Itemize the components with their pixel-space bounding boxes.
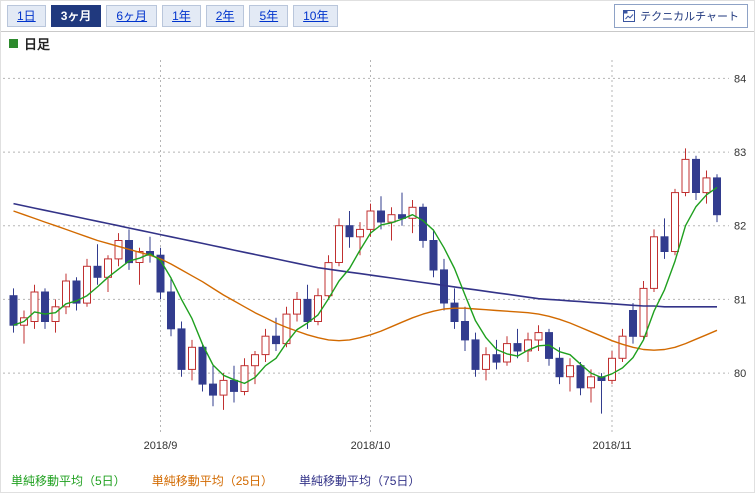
- candle-down: [713, 177, 721, 216]
- period-tab-6[interactable]: 10年: [293, 5, 339, 27]
- period-toolbar: 1日 3ヶ月 6ヶ月 1年 2年 5年 10年 テクニカルチャート: [1, 1, 754, 32]
- period-tab-3[interactable]: 1年: [162, 5, 201, 27]
- candle-up: [587, 376, 595, 389]
- candle-down: [692, 158, 700, 193]
- candle-down: [230, 379, 238, 392]
- candle-up: [188, 346, 196, 370]
- axis-label: 2018/10: [351, 440, 391, 452]
- candle-down: [660, 236, 669, 253]
- candle-up: [293, 298, 301, 315]
- candle-down: [419, 206, 427, 241]
- candle-up: [261, 335, 270, 356]
- candle-down: [576, 365, 585, 389]
- candle-down: [198, 346, 207, 385]
- candle-down: [461, 321, 469, 341]
- candle-up: [387, 214, 396, 223]
- candle-down: [41, 291, 49, 322]
- period-tab-4[interactable]: 2年: [205, 5, 245, 27]
- candle-up: [62, 280, 70, 308]
- candle-up: [650, 236, 658, 289]
- candle-down: [167, 291, 175, 330]
- candle-up: [608, 357, 616, 381]
- candle-up: [671, 192, 679, 253]
- candle-down: [9, 295, 18, 326]
- candle-up: [83, 265, 91, 304]
- candle-up: [356, 228, 364, 238]
- candle-up: [51, 306, 60, 323]
- candle-up: [30, 291, 39, 322]
- ma5-line: [13, 186, 718, 385]
- axis-label: 2018/9: [144, 440, 178, 452]
- period-tabs: 1日 3ヶ月 6ヶ月 1年 2年 5年 10年: [7, 5, 339, 27]
- period-tab-2[interactable]: 6ヶ月: [106, 5, 158, 27]
- candle-up: [566, 365, 574, 378]
- candle-up: [366, 210, 375, 230]
- candle-down: [72, 280, 81, 304]
- candle-down: [303, 298, 312, 322]
- candle-down: [492, 354, 501, 363]
- price-chart: 80 81 82 83 84 2018/9 2018/10 2018/11: [3, 60, 746, 452]
- candle-down: [156, 254, 165, 293]
- candle-up: [702, 177, 711, 194]
- candle-up: [408, 206, 417, 219]
- ma75-line: [13, 202, 717, 308]
- chart-area: 80 81 82 83 84 2018/9 2018/10 2018/11: [1, 52, 754, 468]
- candle-up: [639, 287, 648, 337]
- period-tab-5[interactable]: 5年: [249, 5, 289, 27]
- subtitle-marker-icon: [9, 39, 18, 48]
- technical-chart-icon: [623, 10, 636, 22]
- candle-up: [324, 262, 333, 297]
- candle-down: [377, 210, 385, 223]
- chart-legend: 単純移動平均（5日） 単純移動平均（25日） 単純移動平均（75日）: [1, 468, 754, 489]
- candle-down: [471, 339, 480, 370]
- candle-up: [335, 225, 343, 263]
- chart-type-label: 日足: [24, 37, 51, 52]
- candle-up: [534, 332, 543, 341]
- candle-down: [125, 240, 133, 264]
- axis-label: 84: [734, 73, 746, 85]
- legend-ma75: 単純移動平均（75日）: [299, 474, 421, 488]
- candle-down: [513, 343, 522, 352]
- chart-subtitle: 日足: [1, 32, 754, 52]
- candle-down: [429, 240, 438, 271]
- candle-down: [209, 383, 217, 396]
- technical-chart-button[interactable]: テクニカルチャート: [614, 4, 748, 28]
- candle-down: [555, 357, 564, 378]
- candle-up: [681, 158, 690, 193]
- candle-down: [272, 335, 280, 345]
- ma25-line: [13, 210, 718, 351]
- period-tab-0[interactable]: 1日: [7, 5, 46, 27]
- axis-label: 82: [734, 221, 746, 233]
- candle-up: [251, 354, 259, 367]
- axis-label: 83: [734, 147, 746, 159]
- period-tab-1[interactable]: 3ヶ月: [50, 5, 102, 27]
- candle-up: [618, 335, 627, 359]
- legend-ma25: 単純移動平均（25日）: [151, 474, 274, 488]
- candle-up: [482, 354, 490, 370]
- candle-down: [177, 328, 186, 370]
- legend-ma5: 単純移動平均（5日）: [11, 474, 126, 488]
- axis-label: 80: [734, 368, 746, 380]
- candle-down: [93, 265, 102, 278]
- candle-down: [345, 225, 354, 238]
- technical-chart-label: テクニカルチャート: [640, 11, 739, 23]
- candle-up: [240, 365, 249, 393]
- candle-up: [114, 240, 123, 260]
- candle-up: [219, 379, 228, 396]
- candle-down: [450, 302, 459, 323]
- axis-label: 81: [734, 294, 746, 306]
- axis-label: 2018/11: [593, 440, 632, 452]
- candle-down: [629, 310, 637, 337]
